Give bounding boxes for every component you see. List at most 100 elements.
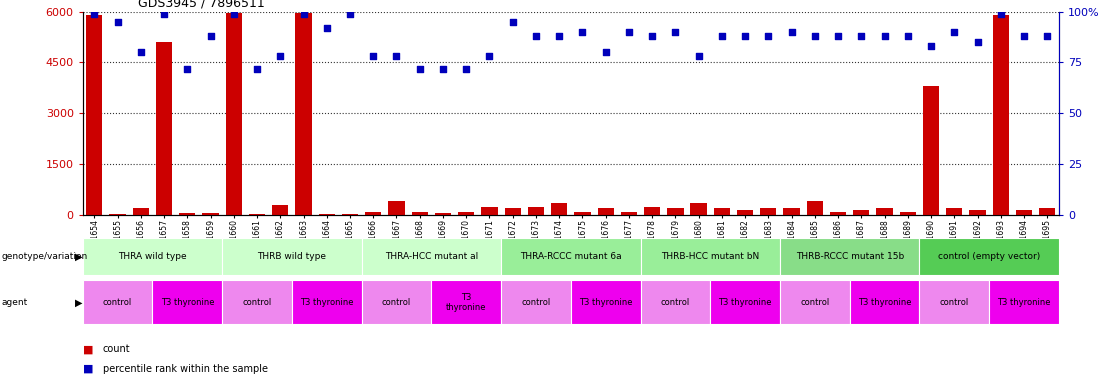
Bar [296,13,312,215]
Bar [132,208,149,215]
Point [550,33,568,39]
Point [1015,33,1032,39]
Point [597,49,614,55]
Bar [993,15,1009,215]
Bar [362,238,501,275]
Bar [83,238,222,275]
Point [504,19,522,25]
Bar [920,238,1059,275]
Text: ■: ■ [83,364,94,374]
Text: control: control [522,298,550,307]
Bar [737,210,753,215]
Bar [900,212,915,215]
Bar [222,238,362,275]
Bar [641,280,710,324]
Bar [292,280,362,324]
Text: control: control [661,298,690,307]
Bar [501,280,570,324]
Text: T3 thyronine: T3 thyronine [718,298,772,307]
Point [713,33,730,39]
Bar [458,212,474,215]
Point [318,25,335,31]
Bar [411,212,428,215]
Bar [598,208,613,215]
Text: T3 thyronine: T3 thyronine [579,298,632,307]
Bar [920,280,989,324]
Point [760,33,778,39]
Bar [431,280,501,324]
Bar [849,280,920,324]
Bar [226,13,242,215]
Point [156,10,173,17]
Point [689,53,707,60]
Bar [501,238,641,275]
Bar [156,42,172,215]
Bar [203,213,218,215]
Bar [109,214,126,215]
Bar [760,208,777,215]
Point [225,10,243,17]
Bar [249,214,265,215]
Bar [342,214,358,215]
Bar [829,212,846,215]
Text: ▶: ▶ [75,297,83,308]
Bar [481,207,497,215]
Point [968,39,986,45]
Point [899,33,917,39]
Point [86,10,104,17]
Text: ■: ■ [83,344,94,354]
Bar [667,208,684,215]
Text: control (empty vector): control (empty vector) [938,252,1040,261]
Text: T3 thyronine: T3 thyronine [858,298,911,307]
Point [853,33,870,39]
Point [132,49,150,55]
Text: GDS3945 / 7896511: GDS3945 / 7896511 [138,0,265,10]
Bar [854,210,869,215]
Bar [714,208,730,215]
Text: ▶: ▶ [75,251,83,262]
Bar [435,214,451,215]
Bar [570,280,641,324]
Bar [83,280,152,324]
Text: control: control [940,298,968,307]
Point [435,65,452,71]
Bar [783,208,800,215]
Point [527,33,545,39]
Point [876,33,893,39]
Text: T3 thyronine: T3 thyronine [300,298,354,307]
Bar [644,207,661,215]
Bar [528,207,544,215]
Bar [970,210,986,215]
Point [341,10,358,17]
Text: THRA-RCCC mutant 6a: THRA-RCCC mutant 6a [520,252,622,261]
Bar [877,208,892,215]
Point [387,53,405,60]
Text: THRA wild type: THRA wild type [118,252,186,261]
Point [458,65,475,71]
Text: percentile rank within the sample: percentile rank within the sample [103,364,268,374]
Point [829,33,847,39]
Bar [710,280,780,324]
Bar [1039,208,1056,215]
Point [643,33,661,39]
Bar [319,214,335,215]
Text: genotype/variation: genotype/variation [1,252,87,261]
Point [202,33,219,39]
Point [922,43,940,49]
Bar [923,86,939,215]
Point [806,33,824,39]
Bar [575,212,590,215]
Bar [362,280,431,324]
Text: control: control [382,298,411,307]
Bar [86,15,103,215]
Bar [641,238,780,275]
Bar [152,280,222,324]
Text: control: control [103,298,132,307]
Text: control: control [243,298,271,307]
Point [109,19,127,25]
Bar [806,202,823,215]
Point [737,33,754,39]
Point [271,53,289,60]
Text: T3 thyronine: T3 thyronine [161,298,214,307]
Bar [780,280,849,324]
